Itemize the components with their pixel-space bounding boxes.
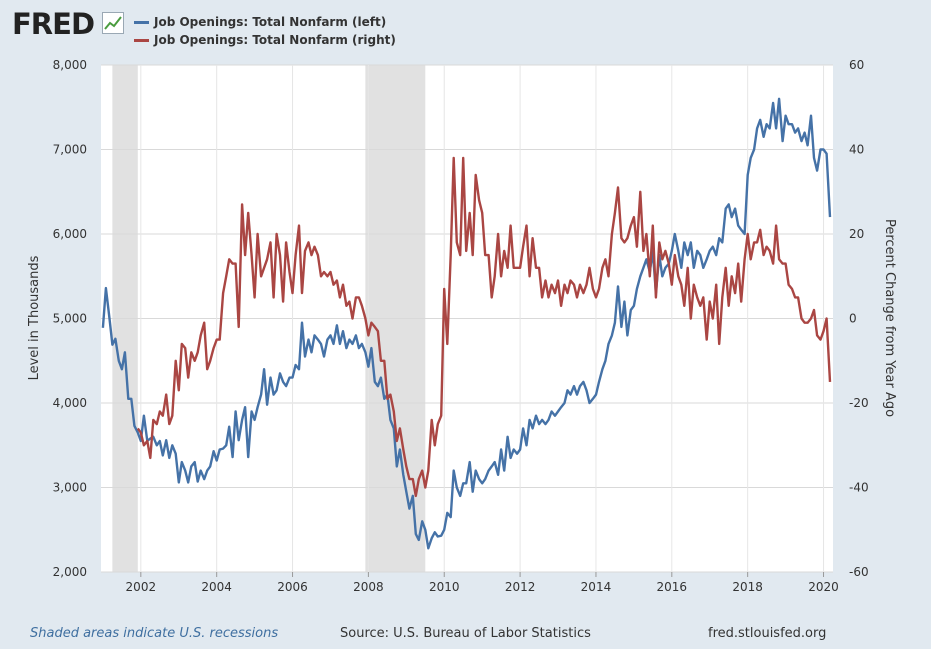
y-tick-right-20: 20 — [849, 227, 864, 241]
x-tick-2010: 2010 — [429, 580, 460, 594]
y-tick-left-7,000: 7,000 — [53, 143, 87, 157]
fred-logo[interactable]: FRED — [12, 7, 95, 41]
y-tick-right--40: -40 — [849, 481, 869, 495]
series-line-right — [136, 156, 832, 498]
y-tick-right-60: 60 — [849, 58, 864, 72]
y-tick-left-6,000: 6,000 — [53, 227, 87, 241]
y-tick-right-0: 0 — [849, 312, 857, 326]
y-tick-left-4,000: 4,000 — [53, 396, 87, 410]
legend-label-left: Job Openings: Total Nonfarm (left) — [154, 15, 387, 29]
legend-label-right: Job Openings: Total Nonfarm (right) — [154, 33, 396, 47]
y-axis-label-left: Level in Thousands — [27, 255, 42, 380]
y-tick-right--20: -20 — [849, 396, 869, 410]
legend: Job Openings: Total Nonfarm (left) Job O… — [134, 13, 396, 49]
y-tick-right--60: -60 — [849, 565, 869, 579]
legend-swatch-right — [134, 38, 149, 42]
x-tick-2018: 2018 — [732, 580, 763, 594]
y-tick-left-5,000: 5,000 — [53, 312, 87, 326]
legend-item-left[interactable]: Job Openings: Total Nonfarm (left) — [134, 13, 396, 31]
recession-note: Shaded areas indicate U.S. recessions — [30, 626, 279, 641]
y-tick-left-3,000: 3,000 — [53, 481, 87, 495]
y-axis-label-right: Percent Change from Year Ago — [882, 219, 897, 417]
legend-swatch-left — [134, 20, 149, 24]
x-tick-2016: 2016 — [657, 580, 688, 594]
fred-graph-icon — [102, 12, 124, 34]
site-link[interactable]: fred.stlouisfed.org — [708, 626, 827, 641]
series-line-left — [101, 97, 832, 550]
y-tick-left-2,000: 2,000 — [53, 565, 87, 579]
x-tick-2014: 2014 — [581, 580, 612, 594]
source-note: Source: U.S. Bureau of Labor Statistics — [340, 626, 591, 641]
x-tick-2008: 2008 — [353, 580, 384, 594]
y-tick-right-40: 40 — [849, 143, 864, 157]
x-tick-2006: 2006 — [277, 580, 308, 594]
x-tick-2002: 2002 — [126, 580, 157, 594]
x-tick-2020: 2020 — [808, 580, 839, 594]
x-tick-2012: 2012 — [505, 580, 536, 594]
y-tick-left-8,000: 8,000 — [53, 58, 87, 72]
x-tick-2004: 2004 — [201, 580, 232, 594]
legend-item-right[interactable]: Job Openings: Total Nonfarm (right) — [134, 31, 396, 49]
